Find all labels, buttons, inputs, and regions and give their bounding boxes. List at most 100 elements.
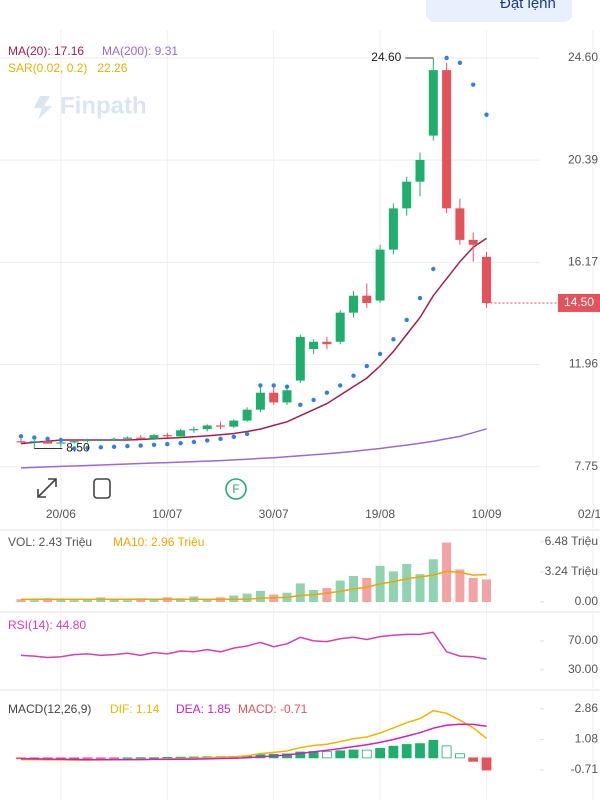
sar-dot (125, 443, 130, 449)
line-series (20, 237, 487, 445)
volume-bar (16, 599, 26, 602)
candle-body (176, 430, 186, 437)
macd-title: MACD(12,26,9) (8, 702, 91, 716)
y-tick-label: 11.96 (569, 357, 598, 371)
volume-bar (322, 588, 332, 602)
macd-bar (441, 745, 452, 759)
sar-dot (151, 442, 157, 448)
volume-bar (428, 559, 438, 602)
legend-entry: RSI(14): 44.80 (8, 618, 86, 632)
macd-bar (415, 743, 425, 759)
x-tick-label: 20/06 (46, 507, 76, 521)
candle-body (428, 70, 438, 136)
legend-entry: MA(20): 17.16 (8, 44, 84, 58)
candle-body (189, 429, 199, 431)
x-tick-label: 10/07 (152, 507, 182, 521)
last-price-badge (558, 293, 600, 312)
order-button-label[interactable]: Đặt lệnh (500, 0, 556, 12)
sar-dot (258, 383, 263, 388)
candle-body (242, 409, 252, 421)
y-tick-label: 30.00 (568, 662, 598, 676)
volume-bar (482, 579, 491, 602)
note-icon[interactable] (93, 478, 111, 499)
sar-dot (138, 443, 143, 448)
macd-bar (122, 757, 133, 759)
y-tick-label: 0.00 (575, 594, 599, 608)
macd-bar (481, 757, 492, 771)
candle-body (375, 249, 385, 301)
sar-dot (391, 337, 396, 342)
candle-body (43, 441, 53, 444)
macd-bar (388, 745, 399, 759)
sar-dot (111, 444, 117, 449)
candle-body (362, 295, 372, 303)
sar-dot (324, 390, 330, 395)
watermark-logo (34, 96, 52, 120)
macd-bar (401, 744, 412, 759)
volume-bar (242, 593, 252, 602)
order-button[interactable] (426, 0, 572, 22)
macd-bar (454, 753, 465, 759)
candle-body (96, 440, 106, 441)
x-tick-label: 02/10 (578, 507, 600, 521)
expand-icon[interactable] (37, 478, 57, 498)
macd-bar (348, 749, 359, 759)
candle-body (16, 441, 26, 443)
candle-body (349, 295, 358, 313)
x-tick-label: 19/08 (365, 507, 395, 521)
candle-body (83, 440, 92, 442)
legend-entry: MA(200): 9.31 (102, 44, 178, 58)
sar-dot (45, 436, 50, 441)
candle-body (282, 390, 292, 403)
sar-dot (471, 82, 476, 87)
sar-dot (417, 295, 423, 301)
event-marker[interactable] (225, 478, 247, 500)
candle-body (229, 420, 239, 427)
candle-body (69, 441, 79, 443)
macd-bar (69, 757, 80, 759)
macd-bar (295, 751, 306, 759)
macd-bar (361, 749, 372, 759)
sar-dot (404, 317, 409, 323)
macd-bar (82, 757, 93, 759)
sar-dot (165, 441, 170, 447)
line-series (20, 631, 487, 660)
sar-dot (338, 383, 343, 388)
volume-bar (83, 599, 92, 602)
sar-dot (351, 373, 356, 378)
volume-bar (149, 599, 159, 602)
candle-body (149, 435, 159, 439)
sar-dot (484, 112, 489, 117)
volume-bar (455, 569, 465, 602)
sar-dot (218, 436, 223, 441)
volume-bar (202, 599, 212, 602)
sar-dot (18, 434, 24, 439)
candle-body (468, 239, 478, 245)
candle-body (269, 392, 279, 403)
candle-body (255, 392, 265, 410)
macd-bar (149, 757, 159, 759)
legend-entry: VOL: 2.43 Triệu (8, 535, 92, 549)
sar-dot (284, 384, 290, 389)
candle-body (415, 159, 425, 182)
volume-bar (415, 574, 425, 602)
volume-bar (122, 600, 132, 602)
candle-body (56, 442, 66, 444)
line-series (20, 723, 487, 761)
candle-body (109, 438, 119, 440)
volume-bar (309, 589, 319, 602)
sar-dot (444, 55, 449, 61)
event-marker-label: F (232, 482, 239, 496)
tool-icons[interactable]: F (37, 478, 247, 500)
y-tick-label: 7.75 (575, 459, 599, 473)
volume-bar (442, 542, 452, 602)
candle-body (29, 441, 39, 443)
sar-dot (244, 431, 250, 437)
macd-bar (162, 756, 173, 759)
legend-entry: SAR(0.02, 0.2) 22.26 (8, 61, 128, 75)
volume-bar (109, 599, 119, 602)
candle-body (309, 341, 319, 350)
macd-bar (375, 748, 386, 759)
y-tick-label: 1.08 (575, 732, 599, 746)
